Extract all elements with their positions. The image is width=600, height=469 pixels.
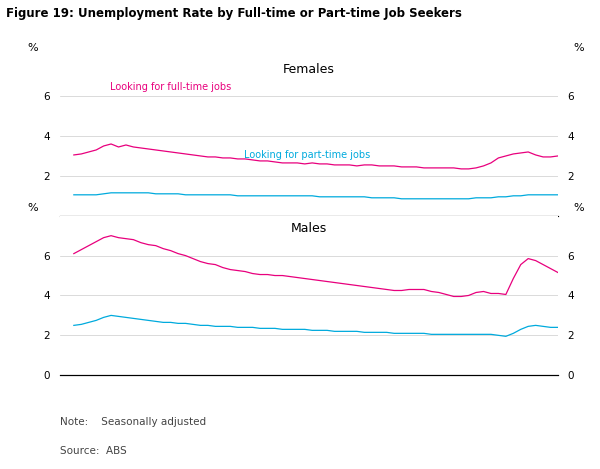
Text: Looking for part-time jobs: Looking for part-time jobs <box>244 151 371 160</box>
Text: Source:  ABS: Source: ABS <box>60 446 127 455</box>
Text: %: % <box>573 43 584 53</box>
Text: %: % <box>28 203 38 212</box>
Text: Looking for full-time jobs: Looking for full-time jobs <box>110 82 231 92</box>
Text: Figure 19: Unemployment Rate by Full-time or Part-time Job Seekers: Figure 19: Unemployment Rate by Full-tim… <box>6 7 462 20</box>
Text: Males: Males <box>291 222 327 235</box>
Text: %: % <box>28 43 38 53</box>
Text: %: % <box>573 203 584 212</box>
Text: Note:    Seasonally adjusted: Note: Seasonally adjusted <box>60 417 206 427</box>
Text: Females: Females <box>283 63 335 76</box>
